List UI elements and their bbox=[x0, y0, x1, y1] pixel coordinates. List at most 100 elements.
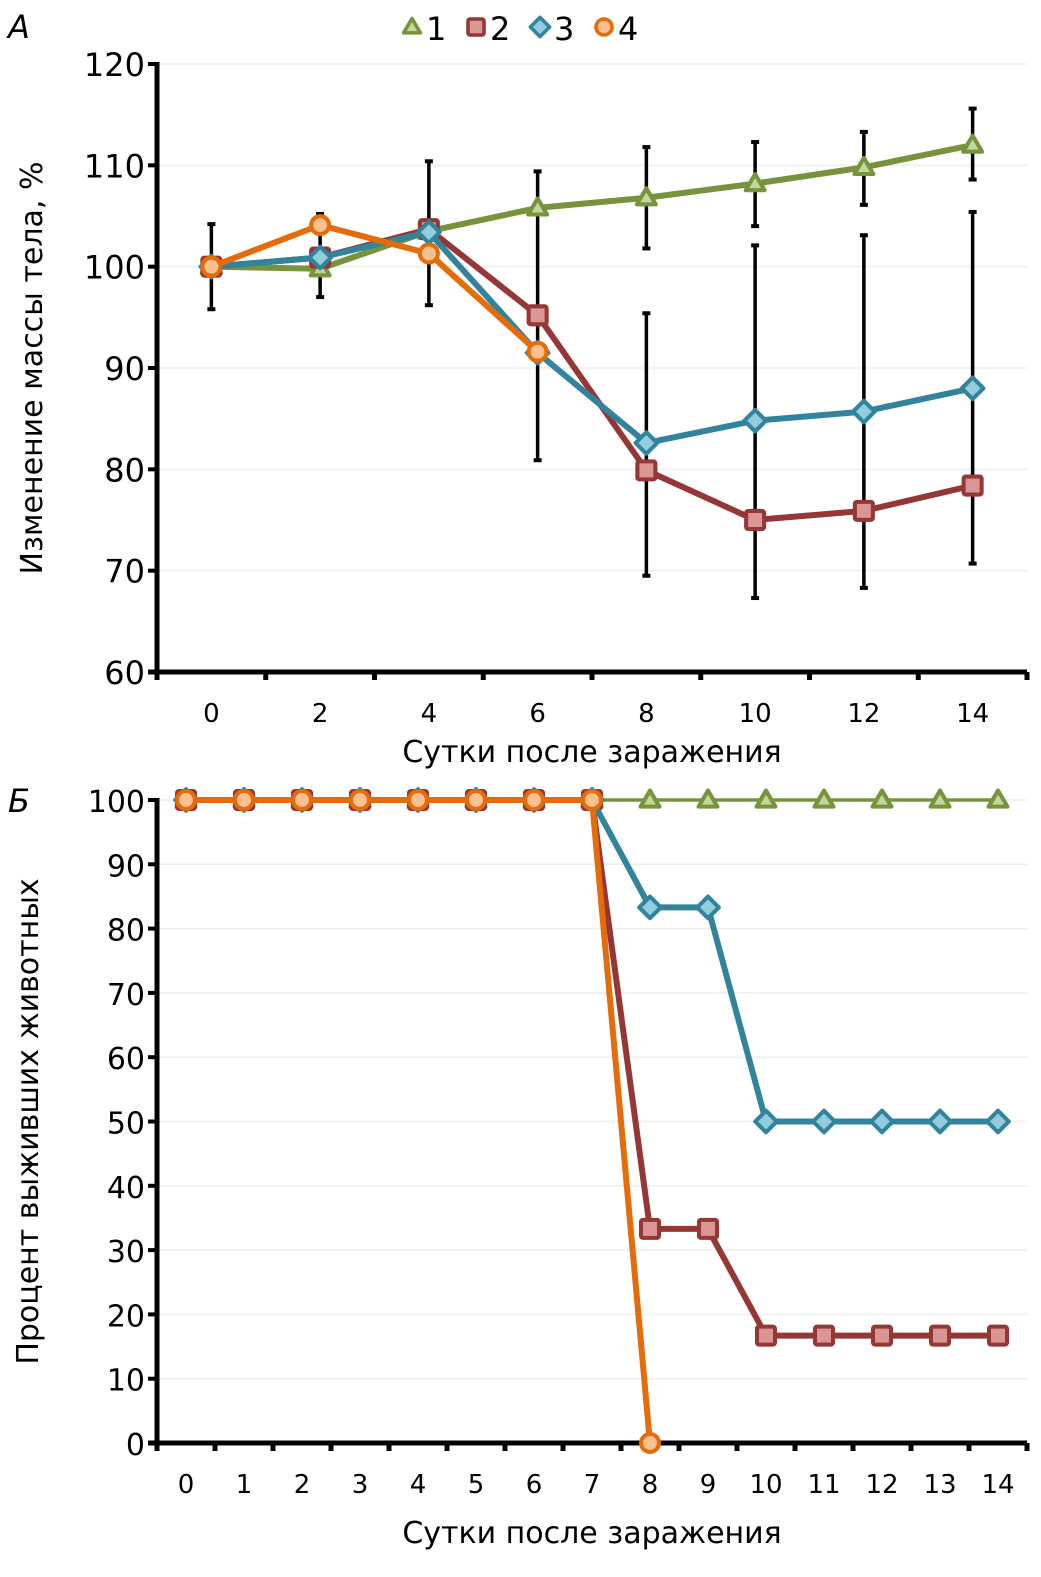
series-1-point bbox=[812, 788, 836, 809]
legend-marker-3 bbox=[528, 15, 552, 39]
x-tick-label: 0 bbox=[203, 699, 220, 729]
y-tick-label: 20 bbox=[107, 1299, 145, 1334]
y-tick-label: 0 bbox=[126, 1428, 145, 1463]
series-4-point bbox=[464, 788, 488, 812]
y-axis-title: Изменение массы тела, % bbox=[15, 162, 50, 575]
y-axis-title: Процент выживших животных bbox=[11, 878, 46, 1364]
y-tick-label: 70 bbox=[104, 553, 145, 591]
legend-label-2: 2 bbox=[490, 10, 510, 48]
series-2-point bbox=[754, 1324, 778, 1347]
x-tick-label: 4 bbox=[421, 699, 438, 729]
x-tick-label: 5 bbox=[468, 1470, 485, 1500]
series-4-point bbox=[290, 788, 314, 812]
series-2-point bbox=[852, 499, 875, 522]
x-tick-label: 7 bbox=[584, 1470, 601, 1500]
series-1-point bbox=[526, 196, 550, 217]
series-3-point bbox=[959, 375, 986, 402]
x-tick-label: 2 bbox=[294, 1470, 311, 1500]
x-tick-label: 3 bbox=[352, 1470, 369, 1500]
x-tick-label: 13 bbox=[923, 1470, 956, 1500]
series-2-point bbox=[526, 304, 549, 327]
y-tick-label: 60 bbox=[107, 1042, 145, 1077]
series-3-line bbox=[211, 229, 974, 446]
series-4-point bbox=[309, 214, 332, 237]
x-axis-title: Сутки после заражения bbox=[402, 735, 781, 770]
x-tick-label: 14 bbox=[981, 1470, 1014, 1500]
y-tick-label: 60 bbox=[104, 654, 145, 692]
x-tick-label: 12 bbox=[865, 1470, 898, 1500]
legend-marker-4 bbox=[594, 17, 614, 37]
series-4 bbox=[174, 788, 662, 1455]
legend-marker-1 bbox=[401, 16, 423, 35]
series-3-point bbox=[985, 1108, 1011, 1135]
series-3-point bbox=[851, 398, 877, 425]
x-tick-label: 1 bbox=[236, 1470, 253, 1500]
series-2-point bbox=[744, 508, 767, 532]
series-2-point bbox=[928, 1324, 952, 1347]
series-1-point bbox=[696, 788, 720, 809]
series-2-point bbox=[812, 1324, 836, 1347]
x-axis-title: Сутки после заражения bbox=[402, 1516, 781, 1551]
x-tick-label: 6 bbox=[526, 1470, 543, 1500]
x-tick-label: 12 bbox=[847, 699, 880, 729]
series-2-point bbox=[961, 474, 984, 497]
series-4-point bbox=[522, 788, 546, 812]
series-1-point bbox=[928, 788, 952, 809]
series-3-point bbox=[695, 894, 721, 921]
series-1-point bbox=[852, 155, 876, 176]
legend: 1 2 3 4 bbox=[401, 10, 638, 48]
legend-marker-2 bbox=[466, 17, 486, 37]
x-tick-label: 8 bbox=[642, 1470, 659, 1500]
series-4-point bbox=[580, 788, 604, 812]
series-1-point bbox=[754, 788, 778, 809]
series-4 bbox=[200, 214, 549, 363]
panel-label: А bbox=[6, 8, 30, 46]
y-tick-label: 90 bbox=[104, 350, 145, 388]
series-4-point bbox=[526, 340, 549, 363]
y-tick-label: 100 bbox=[84, 249, 145, 287]
x-tick-label: 10 bbox=[739, 699, 772, 729]
y-tick-label: 10 bbox=[107, 1364, 145, 1399]
series-2-point bbox=[638, 1217, 662, 1240]
series-3-point bbox=[307, 244, 333, 271]
series-3-point bbox=[869, 1108, 895, 1135]
series-3-point bbox=[927, 1108, 953, 1135]
series-1-line bbox=[211, 142, 974, 272]
series-4-point bbox=[638, 1431, 662, 1455]
x-tick-label: 10 bbox=[749, 1470, 782, 1500]
panel-label: Б bbox=[8, 782, 30, 820]
y-tick-label: 100 bbox=[88, 785, 145, 820]
y-tick-label: 50 bbox=[107, 1107, 145, 1142]
series-4-point bbox=[232, 788, 256, 812]
series-3 bbox=[173, 787, 1011, 1135]
y-tick-label: 70 bbox=[107, 978, 145, 1013]
series-4-point bbox=[348, 788, 372, 812]
y-tick-label: 40 bbox=[107, 1171, 145, 1206]
x-tick-label: 9 bbox=[700, 1470, 717, 1500]
series-4-point bbox=[174, 788, 198, 812]
series-3-point bbox=[637, 894, 663, 921]
series-1-point bbox=[638, 788, 662, 809]
series-1-point bbox=[870, 788, 894, 809]
y-tick-label: 80 bbox=[107, 914, 145, 949]
series-4-point bbox=[200, 255, 223, 278]
series-3-point bbox=[753, 1108, 779, 1135]
series-2-point bbox=[870, 1324, 894, 1347]
series-2-point bbox=[986, 1324, 1010, 1347]
x-tick-label: 0 bbox=[178, 1470, 195, 1500]
series-1-point bbox=[743, 172, 767, 193]
series-4-point bbox=[417, 242, 440, 265]
series-1-point bbox=[986, 788, 1010, 809]
y-tick-label: 110 bbox=[84, 147, 145, 185]
series-1-point bbox=[634, 186, 658, 207]
legend-label-1: 1 bbox=[426, 10, 446, 48]
x-tick-label: 2 bbox=[312, 699, 329, 729]
series-3-point bbox=[742, 407, 768, 434]
x-tick-label: 4 bbox=[410, 1470, 427, 1500]
series-3-line bbox=[186, 797, 998, 1125]
series-4-line bbox=[210, 222, 540, 355]
series-3-point bbox=[811, 1108, 837, 1135]
legend-label-3: 3 bbox=[554, 10, 574, 48]
